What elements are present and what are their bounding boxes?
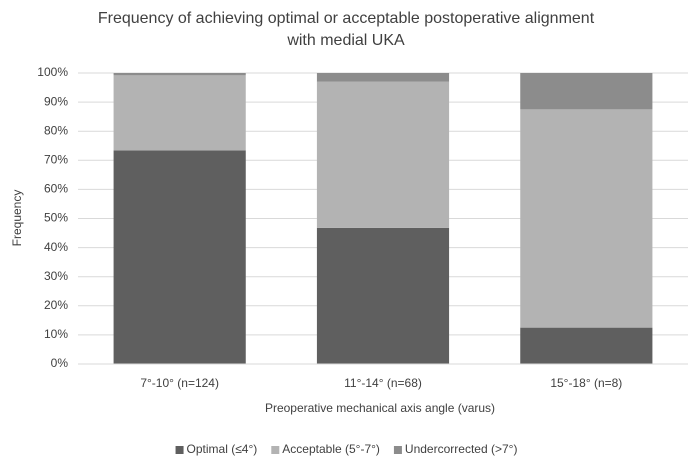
x-tick-label: 15°-18° (n=8) bbox=[550, 376, 622, 390]
legend-swatch bbox=[175, 446, 184, 454]
y-tick-label: 60% bbox=[44, 182, 68, 196]
y-tick-label: 50% bbox=[44, 211, 68, 225]
legend-label: Undercorrected (>7°) bbox=[405, 442, 518, 456]
bar-segment bbox=[520, 109, 653, 328]
legend-swatch bbox=[393, 446, 402, 454]
y-tick-label: 10% bbox=[44, 327, 68, 341]
legend-swatch bbox=[271, 446, 280, 454]
legend-label: Optimal (≤4°) bbox=[187, 442, 258, 456]
y-tick-label: 90% bbox=[44, 94, 68, 108]
chart-title: Frequency of achieving optimal or accept… bbox=[97, 10, 595, 49]
y-tick-label: 70% bbox=[44, 152, 68, 166]
bar-segment bbox=[113, 75, 246, 151]
y-tick-label: 80% bbox=[44, 123, 68, 137]
x-tick-label: 11°-14° (n=68) bbox=[344, 376, 422, 390]
y-axis-label: Frequency bbox=[10, 190, 24, 247]
x-axis-label: Preoperative mechanical axis angle (varu… bbox=[265, 401, 495, 415]
y-tick-label: 40% bbox=[44, 240, 68, 254]
bar-segment bbox=[316, 73, 450, 82]
y-tick-label: 20% bbox=[44, 298, 68, 312]
bar-segment bbox=[316, 81, 450, 228]
legend-label: Acceptable (5°-7°) bbox=[282, 442, 380, 456]
bar-segment bbox=[520, 327, 653, 364]
y-tick-label: 0% bbox=[51, 356, 69, 370]
bar-segment bbox=[113, 150, 246, 364]
bar-segment bbox=[316, 227, 450, 364]
bar-segment bbox=[520, 73, 653, 110]
bar-segment bbox=[113, 73, 246, 76]
x-tick-label: 7°-10° (n=124) bbox=[140, 376, 219, 390]
y-tick-label: 30% bbox=[44, 269, 68, 283]
y-tick-label: 100% bbox=[37, 65, 68, 79]
